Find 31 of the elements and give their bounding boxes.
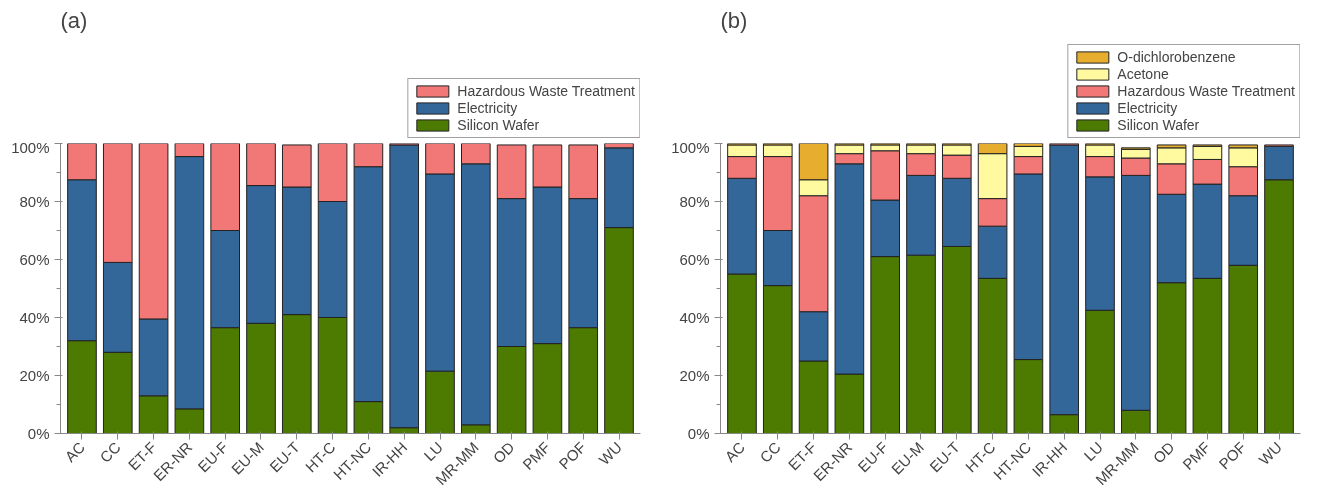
x-tick-label: CC [756,438,784,466]
legend-label: Hazardous Waste Treatment [457,83,635,99]
x-tick-label: CC [96,438,124,466]
y-tick-label: 60% [19,251,50,268]
y-tick-label: 80% [19,193,50,210]
y-tick-label: 100% [11,138,50,156]
legend-label: Hazardous Waste Treatment [1117,83,1295,99]
legend-label: O-dichlorobenzene [1117,49,1236,65]
x-tick-label: AC [61,438,89,466]
y-tick-label: 40% [679,309,710,326]
x-tick-label: OD [1149,438,1178,467]
bar [389,144,420,429]
y-tick-label: 0% [27,425,50,442]
chart-title: (a) [60,7,88,33]
y-tick-label: 20% [679,367,710,384]
legend-label: Silicon Wafer [457,117,540,133]
legend-label: Electricity [1117,100,1178,116]
x-tick-label: WU [595,438,626,469]
y-tick-label: 0% [687,425,710,442]
x-tick-label: OD [489,438,518,467]
legend-label: Acetone [1117,66,1169,82]
y-tick-label: 80% [679,193,710,210]
y-tick-label: 60% [679,251,710,268]
y-tick-label: 100% [671,138,710,156]
legend-label: Electricity [457,100,518,116]
x-tick-label: AC [721,438,749,466]
y-tick-label: 40% [19,309,50,326]
legend-label: Silicon Wafer [1117,117,1200,133]
x-tick-label: WU [1255,438,1286,469]
chart-title: (b) [720,7,748,33]
y-tick-label: 20% [19,367,50,384]
